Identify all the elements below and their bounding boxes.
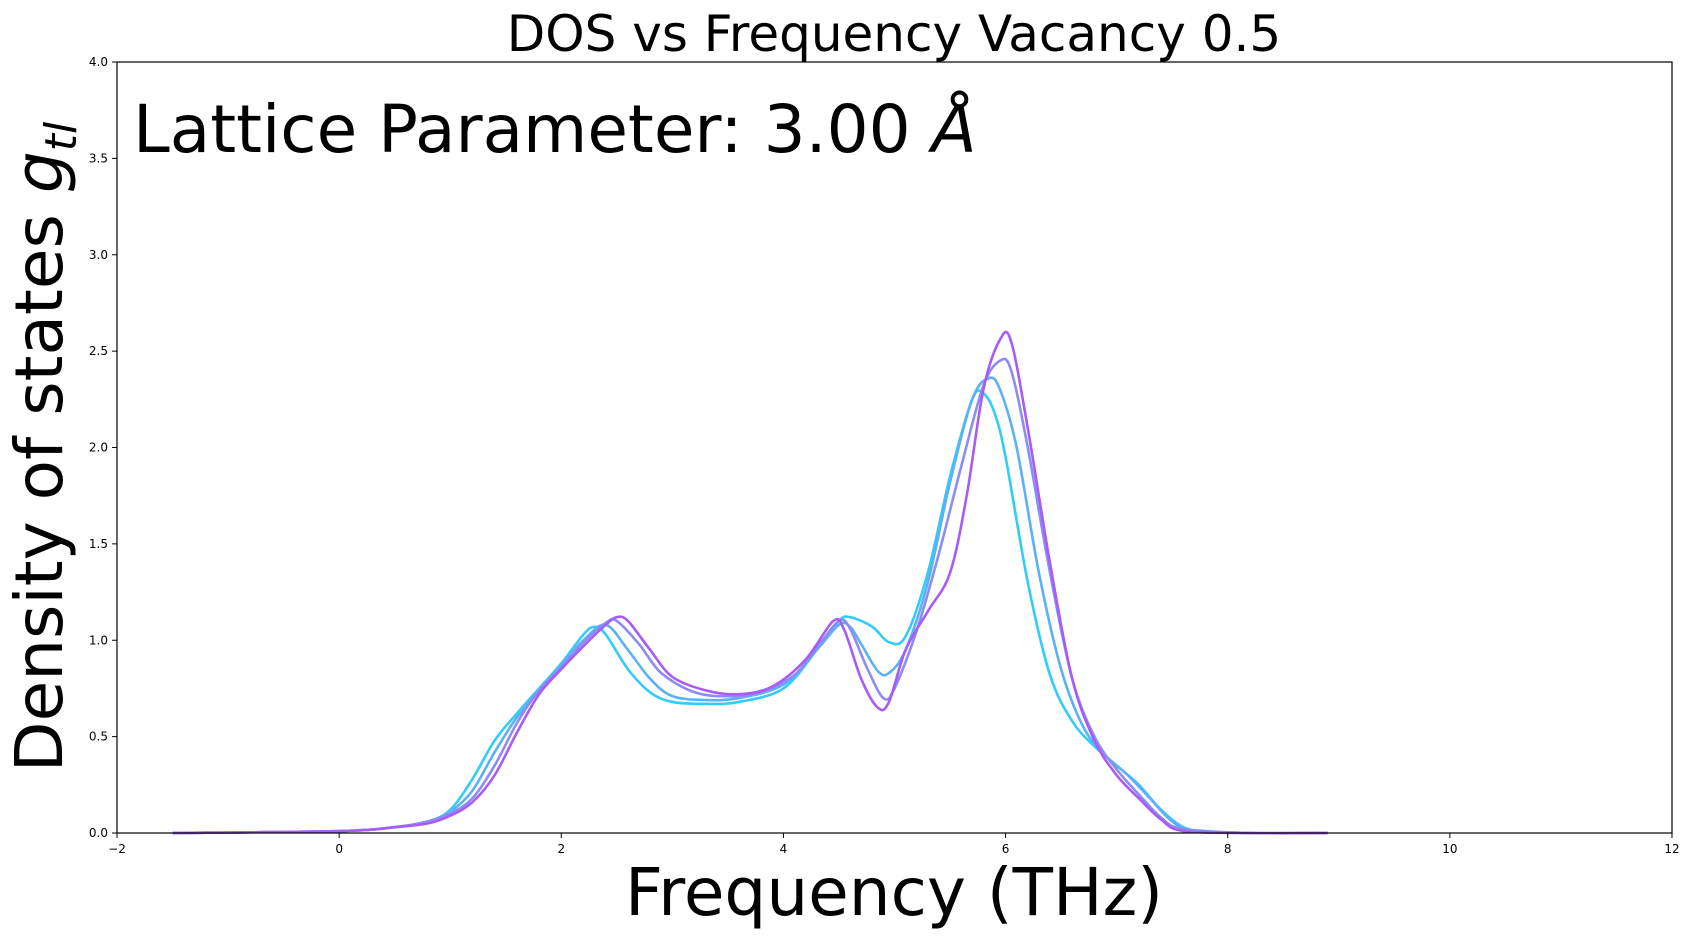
- x-axis-label: Frequency (THz): [625, 854, 1163, 931]
- x-tick-label: 12: [1664, 842, 1679, 856]
- x-tick-label: −2: [108, 842, 126, 856]
- dos-series-line-4: [172, 330, 1328, 835]
- y-axis-ticks: 0.0 0.5 1.0 1.5 2.0 2.5 3.0 3.5 4.0: [89, 55, 117, 840]
- x-tick-label: 2: [557, 842, 565, 856]
- y-tick-label: 3.5: [89, 151, 108, 165]
- x-tick-label: 6: [1002, 842, 1010, 856]
- dos-series-line-3: [172, 357, 1328, 835]
- x-tick-label: 4: [780, 842, 788, 856]
- x-tick-label: 10: [1442, 842, 1457, 856]
- x-tick-label: 8: [1224, 842, 1232, 856]
- lattice-annotation-text: Lattice Parameter: 3.00: [133, 91, 932, 168]
- lattice-annotation-unit: Å: [928, 91, 977, 168]
- y-axis-label-text: Density of states: [1, 193, 78, 772]
- lattice-annotation: Lattice Parameter: 3.00 Å: [133, 91, 977, 168]
- y-tick-label: 2.5: [89, 344, 108, 358]
- series-lines: [172, 330, 1328, 835]
- y-axis-label-subscript: tl: [36, 121, 87, 151]
- dos-series-line-1: [172, 389, 1328, 835]
- y-tick-label: 1.5: [89, 537, 108, 551]
- plot-frame: [116, 61, 1673, 834]
- y-axis-label: Density of states gtl: [1, 121, 87, 772]
- y-tick-label: 0.5: [89, 730, 108, 744]
- x-axis-ticks: −2 0 2 4 6 8 10 12: [108, 833, 1680, 856]
- chart-title: DOS vs Frequency Vacancy 0.5: [507, 5, 1282, 63]
- y-tick-label: 3.0: [89, 248, 108, 262]
- y-tick-label: 1.0: [89, 633, 108, 647]
- y-axis-label-symbol: g: [1, 151, 78, 193]
- y-tick-label: 2.0: [89, 441, 108, 455]
- y-tick-label: 4.0: [89, 55, 108, 69]
- x-tick-label: 0: [335, 842, 343, 856]
- dos-series-line-2: [172, 376, 1328, 835]
- y-tick-label: 0.0: [89, 826, 108, 840]
